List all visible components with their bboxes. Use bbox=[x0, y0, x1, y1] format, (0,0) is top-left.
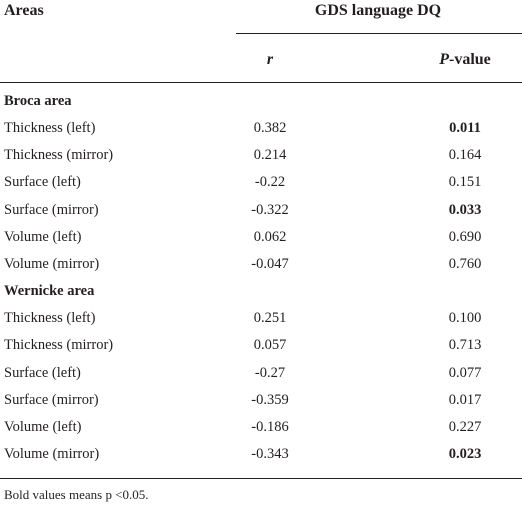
section-title: Broca area bbox=[4, 93, 72, 109]
r-value: 0.214 bbox=[253, 147, 287, 164]
row-label: Surface (left) bbox=[4, 364, 81, 381]
p-value: 0.713 bbox=[448, 337, 482, 354]
row-label: Volume (mirror) bbox=[4, 446, 100, 463]
row-label: Thickness (left) bbox=[4, 120, 96, 136]
r-value: 0.062 bbox=[253, 228, 287, 245]
p-value: 0.690 bbox=[448, 228, 482, 245]
row-label: Volume (left) bbox=[4, 228, 82, 245]
footnote: Bold values means p <0.05. bbox=[4, 487, 149, 502]
row-label: Surface (mirror) bbox=[4, 201, 99, 218]
row-label: Surface (mirror) bbox=[4, 391, 99, 408]
row-label: Volume (left) bbox=[4, 419, 82, 435]
row-label: Thickness (left) bbox=[4, 310, 96, 327]
p-value: 0.033 bbox=[448, 201, 482, 218]
header-r: r bbox=[266, 51, 274, 68]
section-title: Wernicke area bbox=[4, 283, 95, 300]
r-value: -0.186 bbox=[251, 419, 289, 435]
header-areas: Areas bbox=[4, 2, 44, 19]
p-value: 0.151 bbox=[448, 174, 482, 191]
row-label: Thickness (mirror) bbox=[4, 337, 114, 354]
row-label: Surface (left) bbox=[4, 174, 81, 191]
row-label: Thickness (mirror) bbox=[4, 147, 114, 164]
p-value: 0.760 bbox=[448, 256, 482, 272]
p-value: 0.017 bbox=[448, 391, 482, 408]
header-p: P-value bbox=[439, 51, 491, 68]
p-value: 0.011 bbox=[449, 120, 481, 136]
r-value: -0.047 bbox=[251, 256, 289, 272]
rule bbox=[0, 478, 522, 479]
p-value: 0.227 bbox=[448, 419, 482, 435]
p-value: 0.164 bbox=[448, 147, 482, 164]
r-value: -0.322 bbox=[251, 201, 289, 218]
p-value: 0.100 bbox=[448, 310, 482, 327]
r-value: -0.27 bbox=[254, 364, 286, 381]
row-label: Volume (mirror) bbox=[4, 256, 100, 272]
rule bbox=[236, 33, 522, 34]
r-value: 0.251 bbox=[253, 310, 287, 327]
r-value: -0.343 bbox=[251, 446, 289, 463]
r-value: 0.057 bbox=[253, 337, 287, 354]
p-value: 0.023 bbox=[448, 446, 482, 463]
r-value: -0.22 bbox=[254, 174, 286, 191]
r-value: 0.382 bbox=[253, 120, 287, 136]
rule bbox=[0, 82, 522, 83]
header-group: GDS language DQ bbox=[314, 2, 442, 19]
p-value: 0.077 bbox=[448, 364, 482, 381]
r-value: -0.359 bbox=[251, 391, 289, 408]
